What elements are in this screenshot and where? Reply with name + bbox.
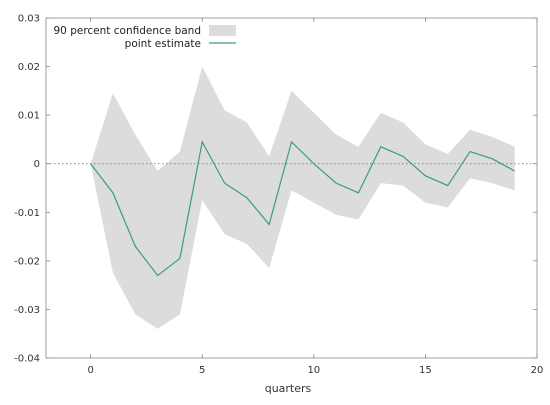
- data-point: [379, 145, 382, 148]
- data-point: [201, 140, 204, 143]
- data-point: [156, 274, 159, 277]
- legend-swatch-band: [209, 25, 236, 36]
- data-point: [424, 174, 427, 177]
- point-estimate-line: [90, 140, 515, 277]
- legend-label-band: 90 percent confidence band: [54, 25, 202, 37]
- x-tick-label: 5: [199, 365, 205, 376]
- data-point: [290, 140, 293, 143]
- x-axis: 0 5 10 15 20: [87, 18, 543, 376]
- data-point: [491, 157, 494, 160]
- legend: 90 percent confidence band point estimat…: [54, 25, 236, 50]
- data-point: [446, 184, 449, 187]
- legend-label-point-estimate: point estimate: [125, 38, 201, 50]
- data-point: [134, 245, 137, 248]
- y-tick-label: 0.01: [18, 111, 40, 122]
- x-tick-label: 10: [307, 365, 320, 376]
- data-point: [402, 155, 405, 158]
- x-tick-label: 15: [419, 365, 432, 376]
- point-estimate-layer: [89, 140, 516, 277]
- confidence-band-area: [90, 66, 515, 329]
- y-tick-label: -0.03: [14, 305, 40, 316]
- data-point: [89, 162, 92, 165]
- plot-frame: [45, 17, 538, 359]
- y-axis: -0.04 -0.03 -0.02 -0.01 0 0.01 0.02 0.03: [14, 14, 537, 365]
- data-point: [312, 162, 315, 165]
- plot-border: [45, 17, 538, 359]
- y-tick-label: -0.04: [14, 354, 40, 365]
- y-tick-label: -0.01: [14, 208, 40, 219]
- data-point: [111, 191, 114, 194]
- y-tick-label: 0.02: [18, 62, 40, 73]
- data-point: [469, 150, 472, 153]
- y-tick-label: -0.02: [14, 256, 40, 267]
- data-point: [223, 182, 226, 185]
- data-point: [513, 170, 516, 173]
- confidence-band-layer: [90, 66, 515, 329]
- data-point: [335, 182, 338, 185]
- data-point: [357, 191, 360, 194]
- y-tick-label: 0: [34, 159, 40, 170]
- x-tick-label: 0: [87, 365, 93, 376]
- data-point: [268, 223, 271, 226]
- x-tick-label: 20: [531, 365, 544, 376]
- data-point: [178, 257, 181, 260]
- y-tick-label: 0.03: [18, 14, 40, 25]
- data-point: [245, 196, 248, 199]
- x-axis-title: quarters: [265, 382, 312, 395]
